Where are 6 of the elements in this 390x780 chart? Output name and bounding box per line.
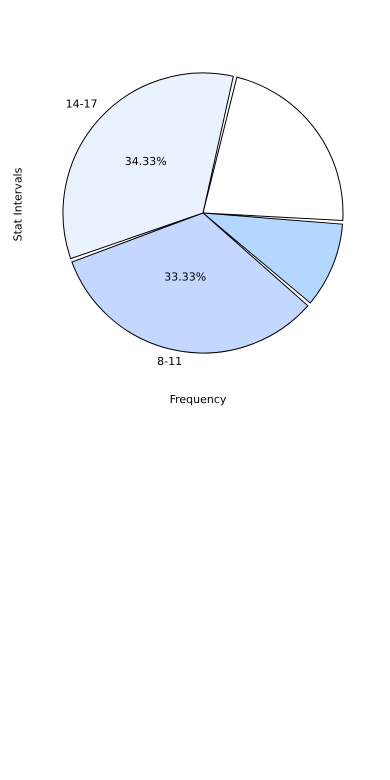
slice-label: 8-11 <box>157 354 182 368</box>
data-label: 33.33% <box>164 270 206 284</box>
data-label: 34.33% <box>124 154 167 168</box>
slice-label: 14-17 <box>66 98 98 111</box>
text: Stat Intervals <box>12 166 24 244</box>
text: Frequency <box>168 393 228 406</box>
